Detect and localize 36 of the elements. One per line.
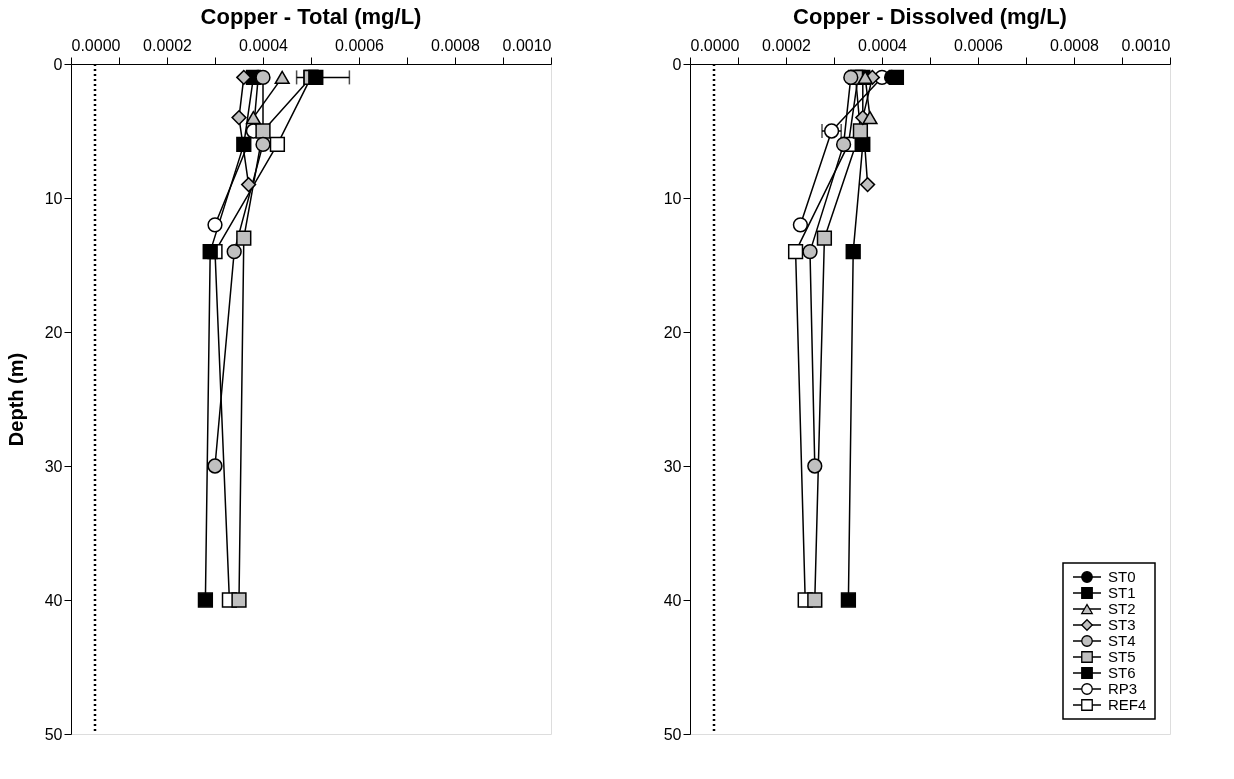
y-tick-label: 20 bbox=[663, 323, 682, 341]
x-tick-label: 0.0008 bbox=[1050, 36, 1100, 54]
legend-label: ST3 bbox=[1108, 616, 1136, 633]
legend-label: ST0 bbox=[1108, 568, 1136, 585]
y-tick-label: 50 bbox=[663, 725, 682, 743]
y-tick-label: 0 bbox=[672, 55, 682, 73]
x-tick-label: 0.0010 bbox=[1121, 36, 1171, 54]
legend-label: REF4 bbox=[1108, 696, 1147, 713]
x-tick-label: 0.0006 bbox=[954, 36, 1004, 54]
x-tick-label: 0.0000 bbox=[71, 36, 121, 54]
y-tick-label: 40 bbox=[44, 591, 63, 609]
legend-label: ST4 bbox=[1108, 632, 1136, 649]
legend-label: RP3 bbox=[1108, 680, 1138, 697]
y-tick-label: 40 bbox=[663, 591, 682, 609]
x-tick-label: 0.0004 bbox=[858, 36, 908, 54]
x-tick-label: 0.0000 bbox=[690, 36, 740, 54]
legend-label: ST6 bbox=[1108, 664, 1136, 681]
y-tick-label: 30 bbox=[663, 457, 682, 475]
y-tick-label: 50 bbox=[44, 725, 63, 743]
legend-label: ST1 bbox=[1108, 584, 1136, 601]
y-axis-title: Depth (m) bbox=[4, 352, 27, 447]
x-tick-label: 0.0004 bbox=[239, 36, 289, 54]
x-tick-label: 0.0002 bbox=[762, 36, 812, 54]
y-tick-label: 0 bbox=[53, 55, 63, 73]
y-tick-label: 30 bbox=[44, 457, 63, 475]
y-tick-label: 20 bbox=[44, 323, 63, 341]
legend-label: ST2 bbox=[1108, 600, 1136, 617]
x-tick-label: 0.0008 bbox=[431, 36, 481, 54]
x-tick-label: 0.0010 bbox=[502, 36, 552, 54]
y-tick-label: 10 bbox=[44, 189, 63, 207]
chart-title: Copper - Dissolved (mg/L) bbox=[793, 4, 1067, 29]
y-tick-label: 10 bbox=[663, 189, 682, 207]
x-tick-label: 0.0002 bbox=[143, 36, 193, 54]
legend-label: ST5 bbox=[1108, 648, 1136, 665]
x-tick-label: 0.0006 bbox=[335, 36, 385, 54]
chart-title: Copper - Total (mg/L) bbox=[200, 4, 422, 29]
